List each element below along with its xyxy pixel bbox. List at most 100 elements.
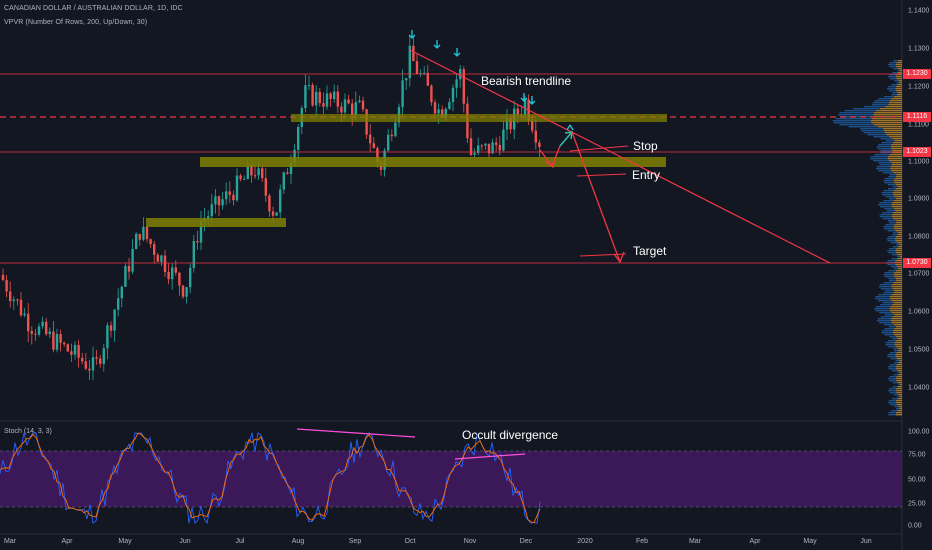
candle-body	[81, 357, 84, 362]
vpvr-bar-down	[895, 402, 902, 404]
candle-body	[423, 72, 426, 74]
vpvr-bar-up	[882, 218, 894, 220]
vpvr-bar-up	[884, 290, 895, 292]
vpvr-bar-up	[892, 92, 898, 94]
vpvr-bar-down	[893, 218, 902, 220]
vpvr-bar-up	[880, 150, 893, 152]
vpvr-bar-down	[894, 314, 902, 316]
vpvr-bar-down	[898, 394, 902, 396]
candle-body	[477, 145, 480, 153]
vpvr-bar-up	[885, 140, 895, 142]
stoch-tick: 75.00	[908, 451, 926, 459]
vpvr-bar-up	[891, 254, 898, 256]
vpvr-bar-down	[896, 90, 902, 92]
vpvr-bar-down	[891, 216, 902, 218]
vpvr-bar-down	[893, 96, 902, 98]
vpvr-bar-up	[879, 214, 892, 216]
candle-body	[16, 299, 19, 301]
vpvr-bar-up	[888, 402, 896, 404]
vpvr-bar-down	[890, 166, 902, 168]
vpvr-bar-down	[899, 244, 902, 246]
candle-body	[178, 272, 181, 286]
vpvr-bar-up	[883, 180, 894, 182]
price-tag-1116: 1.1116	[903, 112, 931, 122]
vpvr-bar-up	[884, 272, 895, 274]
vpvr-bar-down	[894, 290, 902, 292]
vpvr-bar-down	[894, 328, 902, 330]
vpvr-bar-down	[891, 164, 902, 166]
target-arrowhead	[613, 251, 625, 264]
vpvr-bar-down	[895, 354, 902, 356]
vpvr-bar-up	[878, 98, 892, 100]
candle-body	[210, 204, 213, 217]
vpvr-bar-up	[877, 148, 892, 150]
vpvr-bar-down	[887, 158, 902, 160]
vpvr-bar-up	[894, 362, 899, 364]
vpvr-bar-up	[879, 164, 892, 166]
candle-body	[412, 45, 415, 62]
vpvr-bar-down	[893, 200, 902, 202]
vpvr-bar-down	[895, 88, 902, 90]
vpvr-bar-down	[886, 134, 902, 136]
candle-body	[268, 195, 271, 212]
vpvr-indicator-label[interactable]: VPVR (Number Of Rows, 200, Up/Down, 30)	[4, 19, 148, 26]
vpvr-bar-up	[877, 320, 891, 322]
vpvr-bar-up	[867, 134, 887, 136]
vpvr-bar-up	[844, 110, 877, 112]
vpvr-bar-up	[884, 328, 895, 330]
vpvr-bar-down	[896, 74, 902, 76]
vpvr-bar-up	[888, 368, 896, 370]
candle-body	[9, 291, 12, 302]
vpvr-bar-up	[880, 288, 893, 290]
price-tick: 1.1200	[908, 83, 930, 91]
vpvr-bar-up	[880, 138, 893, 140]
divergence-line	[454, 453, 526, 460]
candle-body	[354, 102, 357, 115]
vpvr-bar-up	[883, 324, 894, 326]
vpvr-bar-down	[884, 132, 902, 134]
time-axis[interactable]: Mar Apr May Jun Jul Aug Sep Oct Nov Dec …	[0, 534, 902, 550]
stoch-indicator-label[interactable]: Stoch (14, 3, 3)	[4, 428, 52, 435]
vpvr-bar-up	[880, 152, 893, 154]
vpvr-bar-up	[888, 270, 896, 272]
candle-body	[109, 325, 113, 331]
vpvr-bar-down	[896, 404, 902, 406]
target-label: Target	[633, 244, 667, 258]
vpvr-bar-up	[875, 306, 891, 308]
vpvr-bar-up	[887, 250, 896, 252]
candle-body	[185, 287, 188, 297]
price-tick: 1.1100	[908, 121, 929, 129]
vpvr-bar-up	[887, 378, 896, 380]
vpvr-bar-up	[883, 172, 894, 174]
vpvr-bar-up	[891, 258, 898, 260]
vpvr-bar-up	[879, 312, 892, 314]
vpvr-bar-up	[885, 224, 895, 226]
vpvr-bar-down	[898, 60, 902, 62]
candle-body	[138, 233, 141, 240]
candle-body	[113, 309, 116, 331]
vpvr-bar-down	[873, 112, 902, 114]
vpvr-bar-down	[898, 268, 902, 270]
price-axis[interactable]: 1.1400 1.1300 1.1200 1.1100 1.1000 1.090…	[902, 0, 932, 550]
vpvr-bar-down	[893, 226, 902, 228]
vpvr-bar-up	[888, 176, 896, 178]
vpvr-bar-up	[833, 122, 872, 124]
vpvr-bar-up	[892, 246, 898, 248]
vpvr-bar-down	[890, 320, 902, 322]
vpvr-bar-up	[876, 168, 891, 170]
vpvr-bar-down	[883, 130, 902, 132]
price-tick: 1.0500	[908, 346, 930, 354]
candle-body	[372, 143, 375, 149]
candle-body	[199, 221, 203, 243]
vpvr-bar-down	[897, 84, 902, 86]
vpvr-bar-down	[895, 378, 902, 380]
chart-title[interactable]: CANADIAN DOLLAR / AUSTRALIAN DOLLAR, 1D,…	[4, 5, 183, 12]
projection-arrowhead	[544, 157, 556, 169]
vpvr-bar-up	[888, 248, 897, 250]
vpvr-bar-up	[873, 136, 890, 138]
vpvr-bar-down	[895, 76, 902, 78]
vpvr-bar-down	[896, 376, 902, 378]
vpvr-bar-down	[890, 168, 902, 170]
vpvr-bar-down	[892, 332, 902, 334]
